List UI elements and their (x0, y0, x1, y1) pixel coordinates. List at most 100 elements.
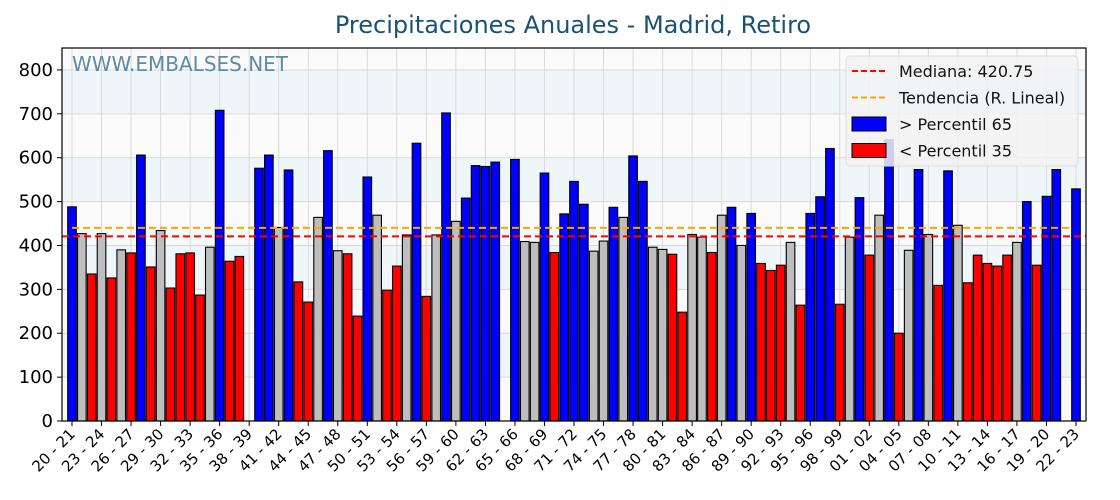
bar-high: 63 - 64: 590 (490, 161, 501, 422)
bar-mid: 99 - 00: 419 (844, 236, 855, 422)
bar-low: 01 - 02: 378 (864, 254, 875, 422)
bar-mid: 86 - 87: 469 (716, 214, 727, 422)
bar-high: 39 - 40: 576 (254, 167, 264, 422)
legend-box (845, 55, 1079, 167)
bar-high: 35 - 36: 708 (214, 109, 225, 422)
bar-high: 40 - 41: 606 (264, 154, 274, 422)
bar-high: 22 - 23b: 529 (1071, 188, 1081, 422)
bar-low: 98 - 99: 266 (834, 303, 845, 422)
bar-high: 78 - 79: 546 (638, 180, 648, 422)
y-tick-label: 100 (19, 367, 53, 388)
y-tick-label: 600 (19, 148, 53, 169)
bar-mid: 07 - 08: 425 (923, 233, 934, 422)
y-tick-label: 400 (19, 235, 53, 256)
bar-low: 36 - 37: 364 (224, 260, 235, 422)
bar-high: 50 - 51: 556 (362, 176, 373, 422)
bar-high: 46 - 47: 616 (323, 150, 333, 422)
bar-mid: 57 - 58: 424 (431, 234, 442, 422)
bar-low: 22 - 23: 335 (86, 273, 97, 422)
bar-mid: 23 - 24: 427 (96, 233, 107, 422)
bar-mid: 34 - 35: 396 (204, 246, 215, 422)
bar-mid: 51 - 52: 469 (372, 214, 382, 422)
bar-low: 18 - 19: 355 (1031, 264, 1042, 422)
bar-mid: 41 - 42: 441 (273, 226, 284, 422)
bar-mid: 67 - 68: 407 (529, 241, 540, 422)
y-tick-label: 0 (42, 411, 53, 432)
bar-mid: 45 - 46: 464 (313, 216, 323, 422)
bar-low: 48 - 49: 381 (342, 253, 353, 422)
bar-mid: 73 - 74: 387 (588, 250, 599, 422)
bar-high: 42 - 43: 572 (283, 169, 294, 422)
bar-high: 95 - 96: 473 (805, 212, 816, 422)
bar-low: 53 - 54: 353 (391, 265, 402, 422)
bar-mid: 84 - 85: 419 (697, 236, 707, 422)
bar-high: 70 - 71: 472 (559, 213, 570, 422)
bar-high: 87 - 88: 487 (726, 206, 737, 422)
bar-low: 90 - 91: 359 (756, 262, 766, 422)
legend-label: Tendencia (R. Lineal) (898, 89, 1065, 108)
bar-high: 27 - 28: 606 (136, 154, 146, 422)
bar-high: 17 - 18: 500 (1021, 201, 1032, 422)
legend-patch-icon (851, 116, 887, 132)
bar-low: 31 - 32: 381 (175, 253, 186, 422)
y-tick-label: 200 (19, 323, 53, 344)
bar-low: 04 - 05: 200 (893, 332, 904, 422)
bar-mid: 02 - 03: 469 (874, 214, 884, 422)
bar-low: 43 - 44: 317 (293, 281, 304, 422)
bar-low: 85 - 86: 384 (706, 251, 717, 422)
bar-low: 33 - 34: 287 (195, 294, 205, 422)
legend-patch-icon (851, 143, 887, 158)
bar-high: 19 - 20: 512 (1041, 195, 1052, 422)
bar-high: 61 - 62: 582 (470, 165, 481, 422)
bar-high: 89 - 90: 473 (746, 212, 757, 422)
bar-low: 81 - 82: 380 (667, 253, 678, 422)
bar-high: 09 - 10: 570 (943, 170, 953, 422)
bar-low: 92 - 93: 355 (775, 264, 786, 422)
bar-low: 08 - 09: 309 (933, 284, 944, 422)
bar-high: 20 - 21: 488 (67, 206, 77, 422)
y-tick-label: 300 (19, 279, 53, 300)
y-tick-label: 800 (19, 60, 53, 81)
legend-label: < Percentil 35 (899, 142, 1012, 161)
bar-mid: 76 - 77: 464 (618, 216, 629, 422)
bar-low: 44 - 45: 271 (303, 301, 314, 422)
bar-low: 11 - 12: 315 (962, 282, 973, 422)
bar-mid: 05 - 06: 389 (903, 249, 914, 422)
bar-low: 13 - 14: 359 (982, 262, 993, 422)
bar-high: 03 - 04: 641 (884, 139, 894, 422)
bar-low: 94 - 95: 264 (795, 304, 806, 422)
bar-mid: 88 - 89: 400 (736, 244, 747, 422)
bar-high: 55 - 56: 633 (411, 142, 422, 422)
bar-high: 20 - 21b: 573 (1051, 169, 1062, 422)
bar-mid: 10 - 11: 446 (953, 224, 963, 422)
bar-mid: 59 - 60: 455 (451, 220, 461, 422)
bar-mid: 21 - 22: 427 (76, 233, 87, 422)
bar-low: 91 - 92: 343 (766, 269, 776, 422)
bar-mid: 25 - 26: 390 (116, 249, 127, 422)
bar-low: 30 - 31: 303 (165, 287, 176, 422)
bar-mid: 93 - 94: 407 (785, 241, 796, 422)
axes-frame (61, 47, 1087, 422)
bar-mid: 80 - 81: 391 (657, 248, 668, 422)
bar-low: 52 - 53: 298 (382, 289, 392, 422)
bar-low: 49 - 50: 239 (352, 315, 363, 422)
bar-mid: 74 - 75: 410 (598, 240, 609, 422)
bar-low: 26 - 27: 383 (126, 252, 136, 422)
bar-low: 82 - 83: 248 (677, 311, 688, 422)
bar-mid: 66 - 67: 409 (519, 240, 530, 422)
bar-low: 69 - 70: 384 (549, 251, 560, 422)
y-tick-label: 500 (19, 192, 53, 213)
bar-mid: 83 - 84: 425 (687, 233, 697, 422)
bar-high: 62 - 63: 580 (480, 165, 491, 422)
bar-high: 68 - 69: 565 (539, 172, 550, 422)
bar-mid: 47 - 48: 388 (332, 250, 343, 422)
bar-mid: 29 - 30: 434 (155, 230, 166, 422)
bar-low: 24 - 25: 326 (106, 277, 117, 422)
bar-low: 12 - 13: 378 (972, 254, 983, 422)
bar-mid: 16 - 17: 407 (1012, 241, 1022, 422)
bar-high: 77 - 78: 604 (628, 155, 638, 422)
bar-high: 60 - 61: 508 (460, 197, 471, 422)
bar-mid: 54 - 55: 424 (401, 234, 412, 422)
legend-label: Mediana: 420.75 (899, 62, 1033, 81)
